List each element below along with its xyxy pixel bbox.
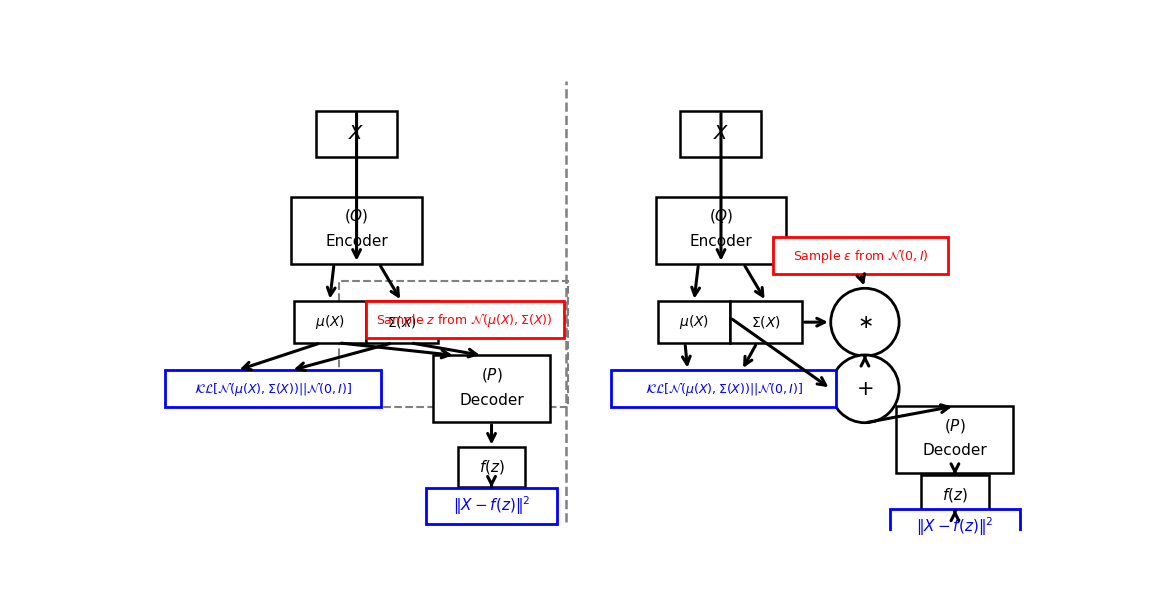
Text: $\mu(X)$: $\mu(X)$ [315, 313, 345, 331]
Ellipse shape [831, 355, 899, 423]
Text: Decoder: Decoder [923, 444, 987, 458]
Text: $\Sigma(X)$: $\Sigma(X)$ [387, 314, 417, 330]
Bar [366, 301, 438, 343]
Text: $(Q)$: $(Q)$ [345, 207, 369, 226]
Text: Decoder: Decoder [459, 393, 524, 408]
Bar [294, 301, 366, 343]
Text: $f(z)$: $f(z)$ [478, 458, 505, 476]
Text: $X$: $X$ [713, 124, 729, 143]
Text: Encoder: Encoder [325, 234, 388, 249]
Bar [316, 110, 397, 156]
Bar [773, 237, 949, 274]
Bar [457, 447, 525, 487]
Text: $\mathcal{KL}[\mathcal{N}(\mu(X),\Sigma(X))||\mathcal{N}(0,I)]$: $\mathcal{KL}[\mathcal{N}(\mu(X),\Sigma(… [644, 380, 802, 398]
Text: $+$: $+$ [857, 379, 873, 399]
Text: Sample $\epsilon$ from $\mathcal{N}(0,I)$: Sample $\epsilon$ from $\mathcal{N}(0,I)… [793, 247, 929, 264]
Text: $\|X-f(z)\|^2$: $\|X-f(z)\|^2$ [453, 495, 531, 518]
Text: $(P)$: $(P)$ [944, 417, 966, 435]
Text: $f(z)$: $f(z)$ [942, 485, 968, 503]
Bar [656, 197, 786, 263]
Text: $\ast$: $\ast$ [857, 313, 873, 332]
Bar [611, 370, 836, 407]
Bar [426, 488, 557, 524]
Text: Encoder: Encoder [690, 234, 752, 249]
Bar [889, 509, 1021, 544]
Text: $\Sigma(X)$: $\Sigma(X)$ [751, 314, 781, 330]
Text: $(P)$: $(P)$ [481, 366, 503, 384]
Text: Sample $z$ from $\mathcal{N}(\mu(X),\Sigma(X))$: Sample $z$ from $\mathcal{N}(\mu(X),\Sig… [376, 311, 553, 329]
Bar [366, 301, 563, 338]
Bar [921, 475, 989, 514]
Bar [165, 370, 381, 407]
Text: $\mu(X)$: $\mu(X)$ [679, 313, 709, 331]
Text: $(Q)$: $(Q)$ [708, 207, 734, 226]
Text: $X$: $X$ [348, 124, 365, 143]
Bar [658, 301, 730, 343]
Bar [680, 110, 762, 156]
Bar [291, 197, 421, 263]
Ellipse shape [831, 288, 899, 356]
Text: $\|X-f(z)\|^2$: $\|X-f(z)\|^2$ [916, 515, 994, 538]
Bar [339, 281, 568, 407]
Text: $\mathcal{KL}[\mathcal{N}(\mu(X),\Sigma(X))||\mathcal{N}(0,I)]$: $\mathcal{KL}[\mathcal{N}(\mu(X),\Sigma(… [194, 380, 352, 398]
Bar [896, 406, 1014, 473]
Bar [730, 301, 802, 343]
Bar [433, 355, 550, 422]
